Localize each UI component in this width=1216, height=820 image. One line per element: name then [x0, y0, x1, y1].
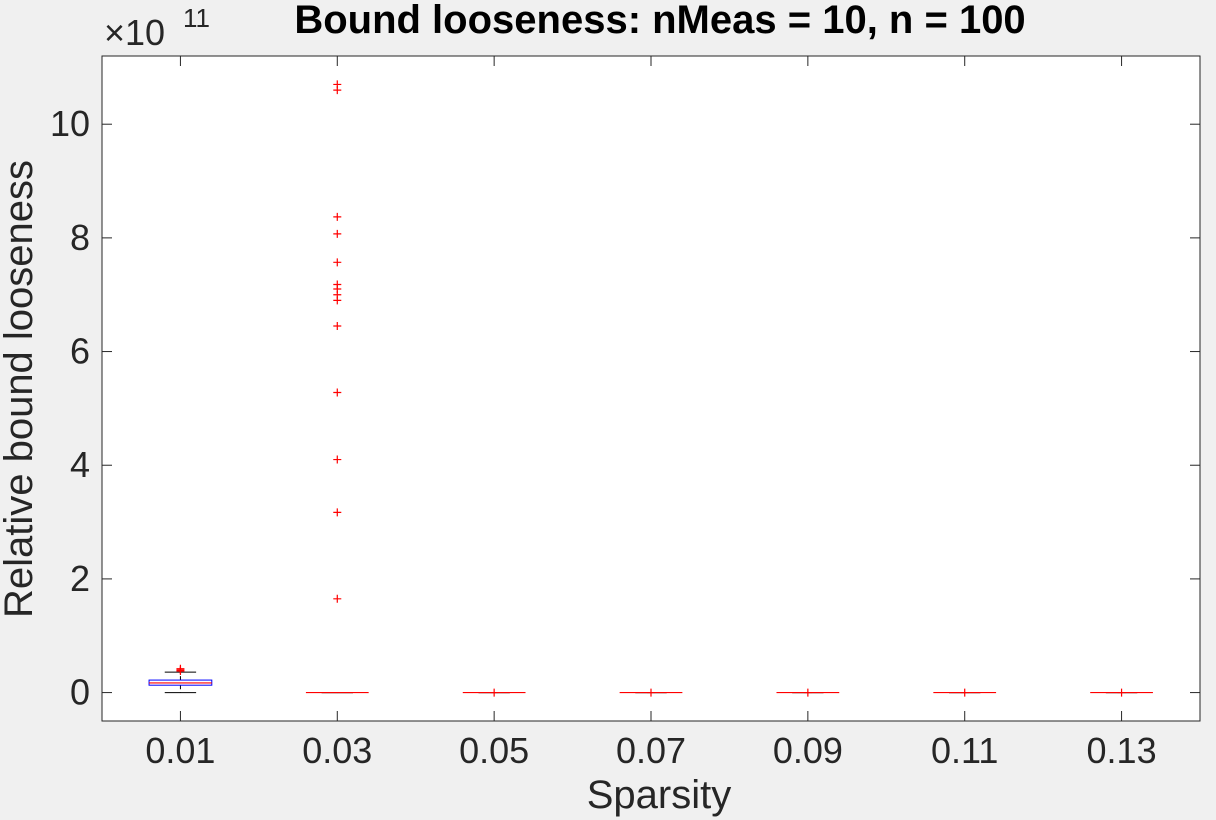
outlier-marker: [176, 664, 185, 673]
outlier-marker: [1117, 688, 1126, 697]
outlier-marker: [333, 80, 342, 89]
outlier-marker: [803, 688, 812, 697]
chart-title: Bound looseness: nMeas = 10, n = 100: [294, 0, 1025, 42]
x-axis-ticks: 0.01 0.03 0.05 0.07 0.09 0.11 0.13: [145, 56, 1157, 771]
y-axis-ticks: 0 2 4 6 8 10: [50, 103, 1200, 713]
outlier-marker: [333, 280, 342, 289]
y-tick-label: 10: [50, 103, 90, 144]
box-group: [619, 688, 683, 697]
x-tick-label: 0.05: [459, 730, 529, 771]
outlier-marker: [647, 688, 655, 697]
y-tick-label: 8: [70, 217, 90, 258]
box-group: [305, 80, 369, 694]
outlier-marker: [333, 388, 342, 397]
outlier-marker: [333, 258, 342, 267]
x-tick-label: 0.07: [616, 730, 686, 771]
outlier-marker: [490, 688, 499, 697]
y-tick-label: 4: [70, 444, 90, 485]
outlier-marker: [333, 508, 342, 517]
box-group: [1090, 688, 1153, 697]
outlier-marker: [960, 688, 969, 697]
y-tick-label: 6: [70, 331, 90, 372]
x-tick-label: 0.11: [931, 730, 998, 771]
outlier-marker: [333, 229, 342, 238]
x-tick-label: 0.03: [302, 730, 372, 771]
plot-area: [102, 56, 1200, 721]
y-tick-label: 2: [70, 558, 90, 599]
x-tick-label: 0.09: [773, 730, 843, 771]
y-exponent-base: ×10: [104, 12, 165, 53]
box-group: [933, 688, 997, 697]
x-axis-label: Sparsity: [587, 773, 732, 817]
y-axis-label: Relative bound looseness: [0, 160, 41, 618]
outlier-marker: [333, 321, 342, 330]
box-group: [776, 688, 840, 697]
x-tick-label: 0.13: [1087, 730, 1157, 771]
outlier-marker: [333, 212, 342, 221]
y-tick-label: 0: [70, 672, 90, 713]
outlier-marker: [333, 594, 342, 603]
outlier-marker: [333, 455, 342, 464]
y-exponent-power: 11: [183, 3, 210, 33]
box-group: [462, 688, 526, 697]
chart-marks: [148, 80, 1153, 697]
x-tick-label: 0.01: [145, 730, 215, 771]
box-group: [148, 664, 213, 694]
